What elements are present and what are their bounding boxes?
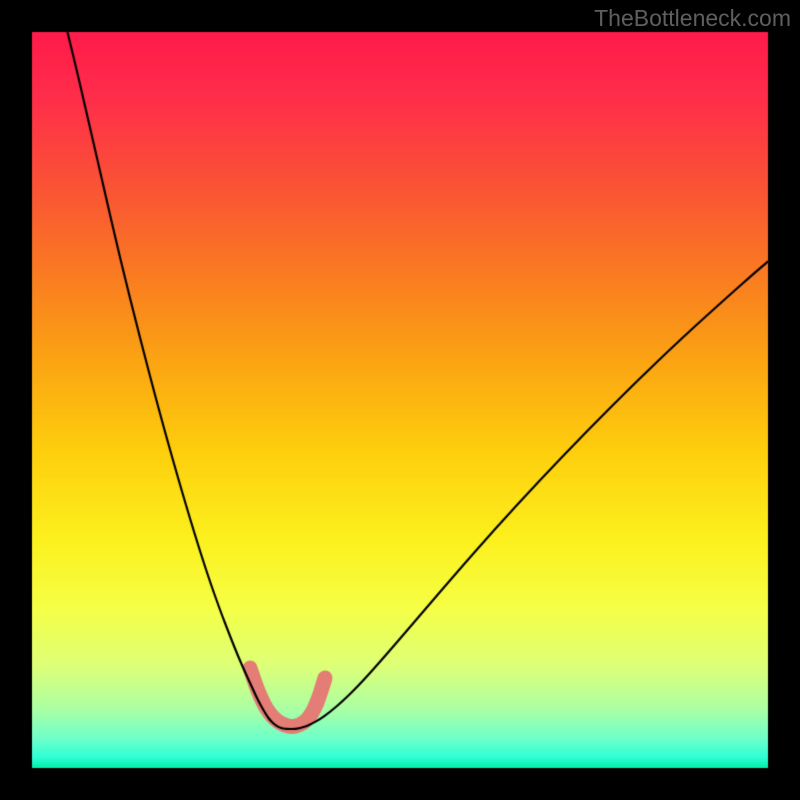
- chart-stage: TheBottleneck.com: [0, 0, 800, 800]
- watermark-text: TheBottleneck.com: [594, 5, 791, 32]
- bottleneck-curve: [0, 0, 800, 800]
